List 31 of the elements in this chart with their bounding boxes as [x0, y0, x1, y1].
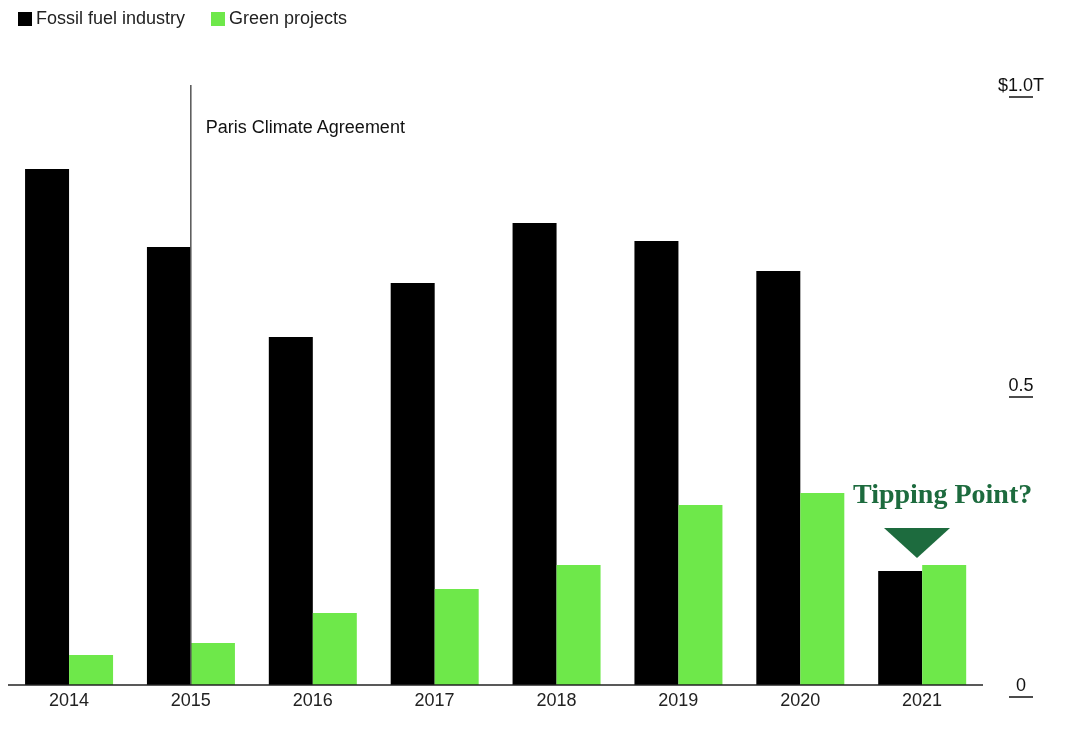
x-tick-label: 2015: [170, 689, 211, 710]
bar: [146, 247, 191, 685]
y-tick-label: 0: [1015, 675, 1027, 696]
bar: [800, 493, 845, 685]
ref-line-label: Paris Climate Agreement: [205, 116, 405, 137]
legend-label: Green projects: [229, 8, 348, 28]
annotation: Tipping Point?: [853, 478, 1033, 510]
bar: [756, 271, 801, 685]
bar: [678, 505, 723, 685]
bar: [512, 223, 557, 685]
bar: [25, 169, 70, 685]
x-tick-label: 2014: [48, 689, 89, 710]
y-tick-label: 0.5: [1008, 375, 1034, 396]
bar: [634, 241, 679, 685]
bar: [390, 283, 435, 685]
bar: [69, 655, 114, 685]
bar: [556, 565, 601, 685]
x-tick-label: 2019: [658, 689, 699, 710]
bar: [922, 565, 967, 685]
bar: [312, 613, 357, 685]
x-tick-label: 2018: [536, 689, 577, 710]
x-tick-label: 2020: [780, 689, 821, 710]
x-tick-label: 2016: [292, 689, 333, 710]
bar: [878, 571, 923, 685]
legend-label: Fossil fuel industry: [36, 8, 186, 28]
bar: [268, 337, 313, 685]
bar: [434, 589, 479, 685]
y-tick-label: $1.0T: [997, 75, 1045, 96]
bar: [190, 643, 235, 685]
x-tick-label: 2021: [902, 689, 943, 710]
x-tick-label: 2017: [414, 689, 455, 710]
